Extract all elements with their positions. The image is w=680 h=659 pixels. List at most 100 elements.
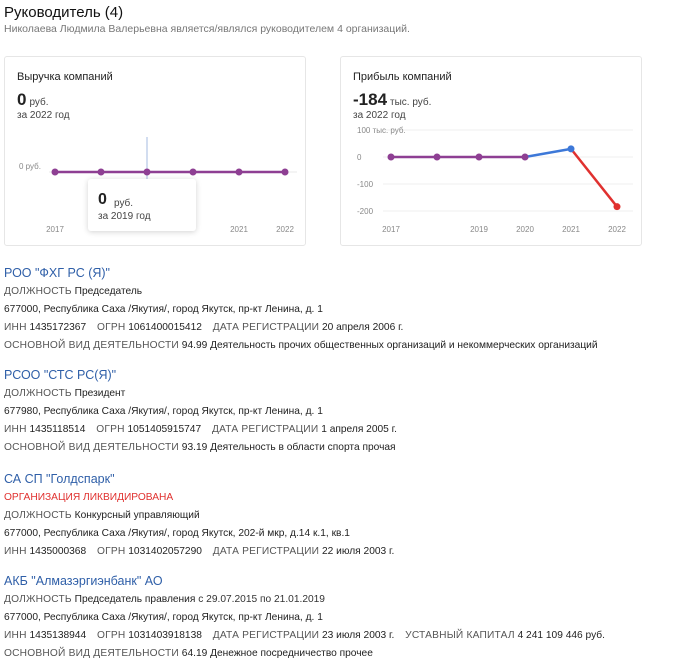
org-entry: РСОО "СТС РС(Я)" ДОЛЖНОСТЬ Президент 677… <box>4 366 680 457</box>
series-line-fall <box>570 148 618 208</box>
tooltip-period: за 2019 год <box>98 211 151 222</box>
org-position-line: ДОЛЖНОСТЬ Председатель правления с 29.07… <box>4 591 680 609</box>
capital-value: 4 241 109 446 руб. <box>517 630 605 641</box>
capital-label: УСТАВНЫЙ КАПИТАЛ <box>405 630 515 641</box>
org-name-link[interactable]: РСОО "СТС РС(Я)" <box>4 368 117 382</box>
reg-date-label: ДАТА РЕГИСТРАЦИИ <box>212 546 320 557</box>
org-position-line: ДОЛЖНОСТЬ Конкурсный управляющий <box>4 507 680 525</box>
data-point <box>613 203 621 211</box>
reg-date-value: 1 апреля 2005 г. <box>321 424 397 435</box>
org-ids-line: ИНН 1435000368 ОГРН 1031402057290 ДАТА Р… <box>4 543 680 561</box>
x-tick-label: 2017 <box>382 225 400 234</box>
y-tick-label: -200 <box>357 207 374 216</box>
profit-chart[interactable]: 100 тыс. руб. 0 -100 -200 2017 2019 2020 2021 20… <box>341 57 643 247</box>
activity-value: 93.19 Деятельность в области спорта проч… <box>181 442 396 453</box>
activity-value: 64.19 Денежное посредничество прочее <box>181 648 373 659</box>
revenue-value-unit: руб. <box>29 97 49 108</box>
x-tick-label: 2022 <box>276 225 294 234</box>
inn-value: 1435138944 <box>29 630 87 641</box>
y-tick-label: 0 руб. <box>19 162 41 171</box>
org-activity-line: ОСНОВНОЙ ВИД ДЕЯТЕЛЬНОСТИ 93.19 Деятельн… <box>4 439 680 457</box>
data-point <box>189 168 197 176</box>
data-point <box>521 153 529 161</box>
inn-label: ИНН <box>4 424 27 435</box>
org-ids-line: ИНН 1435138944 ОГРН 1031403918138 ДАТА Р… <box>4 627 680 645</box>
data-point <box>235 168 243 176</box>
activity-label: ОСНОВНОЙ ВИД ДЕЯТЕЛЬНОСТИ <box>4 442 179 453</box>
x-tick-label: 2017 <box>46 225 64 234</box>
org-address: 677000, Республика Саха /Якутия/, город … <box>4 528 350 539</box>
activity-label: ОСНОВНОЙ ВИД ДЕЯТЕЛЬНОСТИ <box>4 648 179 659</box>
position-label: ДОЛЖНОСТЬ <box>4 510 72 521</box>
tooltip-unit: руб. <box>114 198 134 209</box>
position-label: ДОЛЖНОСТЬ <box>4 286 72 297</box>
org-name-link[interactable]: СА СП "Голдспарк" <box>4 472 115 486</box>
org-position-line: ДОЛЖНОСТЬ Председатель <box>4 283 680 301</box>
position-label: ДОЛЖНОСТЬ <box>4 388 72 399</box>
profit-value-unit: тыс. руб. <box>390 97 432 108</box>
data-point <box>143 168 151 176</box>
revenue-card-title: Выручка компаний <box>17 71 113 83</box>
org-address: 677980, Республика Саха /Якутия/, город … <box>4 406 323 417</box>
profit-value: -184 тыс. руб. <box>353 90 431 110</box>
ogrn-label: ОГРН <box>97 546 126 557</box>
data-point <box>475 153 483 161</box>
org-ids-line: ИНН 1435172367 ОГРН 1061400015412 ДАТА Р… <box>4 319 680 337</box>
reg-date-label: ДАТА РЕГИСТРАЦИИ <box>211 424 319 435</box>
position-value: Президент <box>74 388 126 399</box>
y-tick-label: -100 <box>357 180 374 189</box>
reg-date-value: 22 июля 2003 г. <box>321 546 395 557</box>
ogrn-value: 1031402057290 <box>128 546 202 557</box>
ogrn-label: ОГРН <box>97 630 126 641</box>
ogrn-value: 1061400015412 <box>128 322 202 333</box>
org-activity-line: ОСНОВНОЙ ВИД ДЕЯТЕЛЬНОСТИ 64.19 Денежное… <box>4 645 680 659</box>
org-name-link[interactable]: РОО "ФХГ РС (Я)" <box>4 266 110 280</box>
ogrn-value: 1051405915747 <box>127 424 202 435</box>
x-tick-label: 2022 <box>608 225 626 234</box>
revenue-period: за 2022 год <box>17 110 70 121</box>
org-name-link[interactable]: АКБ "Алмазэргиэнбанк" АО <box>4 574 163 588</box>
profit-card-title: Прибыль компаний <box>353 71 452 83</box>
reg-date-label: ДАТА РЕГИСТРАЦИИ <box>212 630 320 641</box>
inn-label: ИНН <box>4 546 27 557</box>
ogrn-value: 1031403918138 <box>128 630 202 641</box>
inn-value: 1435118514 <box>29 424 86 435</box>
revenue-tooltip: 0 руб. за 2019 год <box>88 179 196 231</box>
revenue-value-number: 0 <box>17 90 27 109</box>
profit-period: за 2022 год <box>353 110 406 121</box>
revenue-value: 0 руб. <box>17 90 49 110</box>
data-point <box>567 145 575 153</box>
data-point <box>97 168 105 176</box>
org-activity-line: ОСНОВНОЙ ВИД ДЕЯТЕЛЬНОСТИ 94.99 Деятельн… <box>4 337 680 355</box>
ogrn-label: ОГРН <box>96 424 125 435</box>
position-value: Председатель правления <box>74 594 196 605</box>
activity-label: ОСНОВНОЙ ВИД ДЕЯТЕЛЬНОСТИ <box>4 340 179 351</box>
x-tick-label: 2019 <box>470 225 488 234</box>
x-tick-label: 2021 <box>230 225 248 234</box>
data-point <box>281 168 289 176</box>
profit-card: Прибыль компаний -184 тыс. руб. за 2022 г… <box>340 56 642 246</box>
position-value: Конкурсный управляющий <box>74 510 200 521</box>
y-tick-label: 100 тыс. руб. <box>357 126 406 135</box>
series-line-rise <box>524 147 572 159</box>
org-entry: СА СП "Голдспарк" ОРГАНИЗАЦИЯ ЛИКВИДИРОВ… <box>4 470 680 561</box>
org-position-line: ДОЛЖНОСТЬ Президент <box>4 385 680 403</box>
activity-value: 94.99 Деятельность прочих общественных о… <box>181 340 598 351</box>
inn-value: 1435000368 <box>29 546 87 557</box>
liquidated-status: ОРГАНИЗАЦИЯ ЛИКВИДИРОВАНА <box>4 492 174 503</box>
revenue-chart[interactable]: 0 руб. 2017 2021 2022 <box>5 57 307 247</box>
reg-date-value: 23 июля 2003 г. <box>321 630 395 641</box>
data-point <box>387 153 395 161</box>
org-ids-line: ИНН 1435118514 ОГРН 1051405915747 ДАТА Р… <box>4 421 680 439</box>
page-title: Руководитель (4) <box>4 4 124 21</box>
profit-value-number: -184 <box>353 90 388 109</box>
inn-label: ИНН <box>4 630 27 641</box>
reg-date-label: ДАТА РЕГИСТРАЦИИ <box>212 322 320 333</box>
org-address: 677000, Республика Саха /Якутия/, город … <box>4 304 323 315</box>
position-label: ДОЛЖНОСТЬ <box>4 594 72 605</box>
data-point <box>433 153 441 161</box>
x-tick-label: 2020 <box>516 225 534 234</box>
page-subtitle: Николаева Людмила Валерьевна является/яв… <box>4 23 410 35</box>
position-value: Председатель <box>74 286 143 297</box>
y-tick-label: 0 <box>357 153 362 162</box>
